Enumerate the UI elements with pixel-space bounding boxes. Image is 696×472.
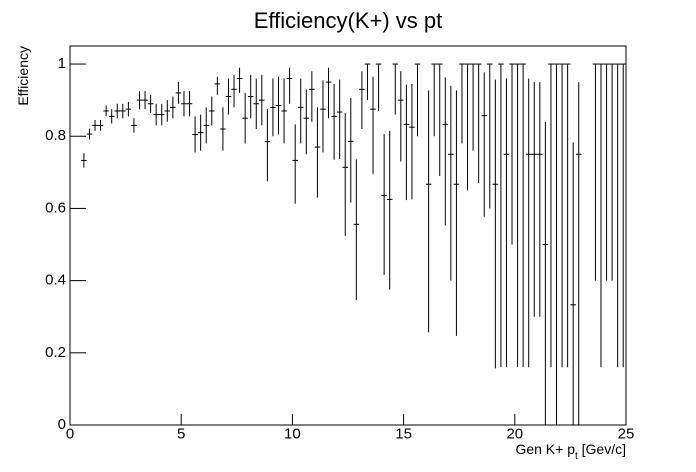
plot-frame [69,45,627,426]
y-tick-label: 0.6 [45,199,66,216]
x-tick-label: 5 [177,425,185,442]
y-tick-label: 0.4 [45,272,66,289]
y-tick-label: 0 [58,416,66,433]
x-tick-label: 10 [284,425,301,442]
x-axis-label: Gen K+ pt [Gev/c] [515,441,626,462]
y-axis-label: Efficiency [15,46,31,106]
x-label-subscript: t [575,451,578,462]
x-tick-label: 20 [506,425,523,442]
x-tick-label: 0 [66,425,74,442]
data-marks [81,63,626,425]
y-tick-label: 0.2 [45,344,66,361]
y-tick-label: 1 [58,55,66,72]
chart-title: Efficiency(K+) vs pt [254,8,443,33]
x-label-text: Gen K+ p [515,441,575,457]
x-tick-label: 25 [618,425,635,442]
y-tick-label: 0.8 [45,127,66,144]
x-label-suffix: [Gev/c] [578,441,626,457]
x-tick-label: 15 [395,425,412,442]
